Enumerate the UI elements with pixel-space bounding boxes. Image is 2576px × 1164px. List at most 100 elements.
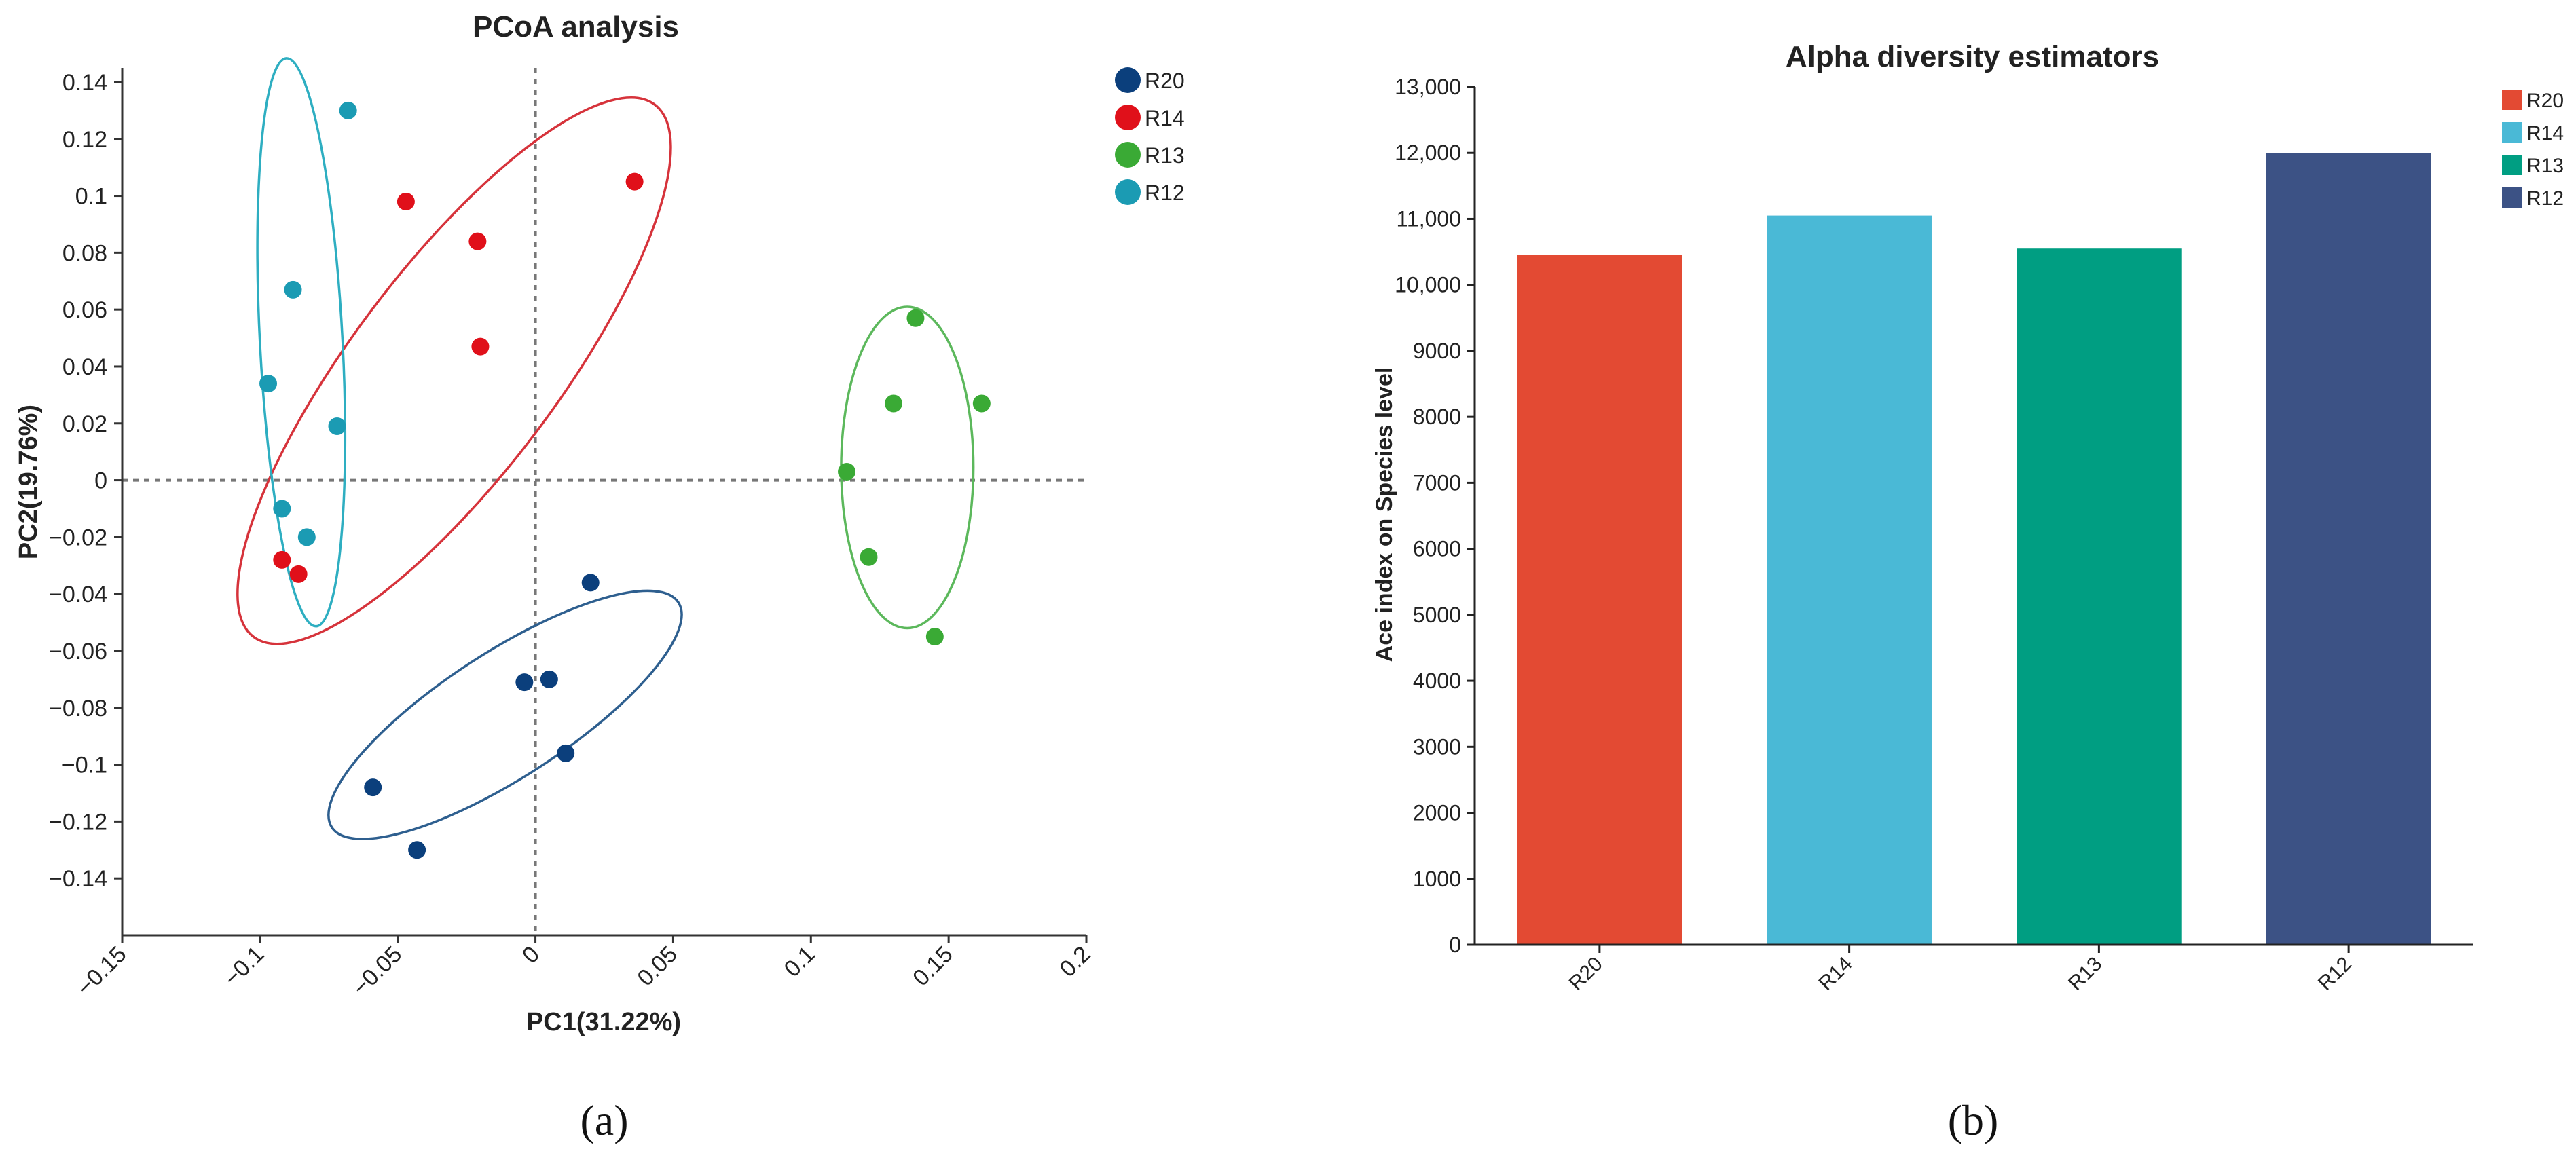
alpha-y-tick-label: 6000 [1413,537,1461,561]
pcoa-points [259,101,991,859]
pcoa-legend-swatch-r12 [1115,179,1141,205]
alpha-y-tick-label: 7000 [1413,470,1461,495]
caption-b: (b) [1948,1096,1999,1144]
pcoa-ellipse-r12 [256,57,347,628]
alpha-bar-r20 [1517,255,1682,945]
pcoa-y-tick-label: 0.02 [62,411,107,437]
pcoa-legend-label: R20 [1145,69,1185,93]
pcoa-ellipses [236,57,975,840]
pcoa-title: PCoA analysis [473,10,679,43]
pcoa-x-tick-label: 0.1 [779,941,820,982]
pcoa-point-r20 [581,574,600,592]
alpha-y-tick-label: 3000 [1413,734,1461,759]
pcoa-point-r13 [925,628,944,646]
alpha-title: Alpha diversity estimators [1786,40,2159,73]
pcoa-point-r13 [972,394,991,413]
alpha-y-tick-label: 4000 [1413,669,1461,693]
pcoa-point-r20 [408,841,426,859]
pcoa-legend-label: R14 [1145,106,1185,130]
pcoa-legend-swatch-r20 [1115,67,1141,93]
alpha-axes [1473,87,2473,946]
pcoa-y-tick-label: 0.1 [75,184,107,210]
pcoa-point-r12 [273,500,291,518]
pcoa-chart: PCoA analysis 0.14 0.12 0.1 0.08 0.06 0.04 0.0… [14,10,1185,1036]
pcoa-x-ticks: −0.15 −0.1 −0.05 0 0.05 0.1 0.15 0.2 [72,935,1096,1000]
pcoa-point-r14 [397,192,415,210]
pcoa-x-axis-label: PC1(31.22%) [526,1008,681,1036]
pcoa-y-tick-label: 0.14 [62,70,107,96]
alpha-bar-r14 [1767,215,1932,945]
alpha-y-tick-label: 5000 [1413,603,1461,627]
pcoa-point-r12 [328,417,346,435]
pcoa-x-tick-label: −0.1 [219,941,269,992]
pcoa-y-tick-label: 0.04 [62,354,107,380]
alpha-bar-r12 [2266,153,2431,945]
alpha-legend-label: R14 [2526,122,2564,145]
pcoa-point-r20 [540,670,558,688]
pcoa-ellipse-r20 [327,589,683,840]
pcoa-ellipse-r14 [236,96,672,645]
pcoa-y-tick-label: 0 [94,468,107,494]
pcoa-x-tick-label: 0 [517,941,545,969]
pcoa-point-r12 [259,375,278,393]
pcoa-point-r13 [860,548,878,566]
alpha-x-tick-label: R12 [2314,953,2356,995]
alpha-bar-r13 [2017,248,2182,945]
alpha-x-tick-label: R20 [1565,953,1607,995]
alpha-x-ticks: R20 R14 R13 R12 [1565,945,2356,995]
alpha-legend-swatch-r14 [2502,122,2522,143]
pcoa-legend-swatch-r13 [1115,142,1141,168]
alpha-y-axis-label: Ace index on Species level [1372,367,1397,662]
pcoa-point-r20 [557,744,575,762]
alpha-legend: R20 R14 R13 R12 [2502,90,2564,210]
alpha-y-tick-label: 1000 [1413,867,1461,891]
alpha-legend-swatch-r12 [2502,187,2522,208]
pcoa-point-r12 [339,101,357,119]
alpha-y-tick-label: 0 [1449,933,1461,957]
alpha-y-tick-label: 10,000 [1395,273,1461,297]
pcoa-y-tick-label: 0.12 [62,127,107,153]
pcoa-x-tick-label: −0.15 [72,941,132,1001]
pcoa-legend-label: R13 [1145,143,1185,168]
alpha-y-tick-label: 12,000 [1395,140,1461,165]
alpha-legend-swatch-r20 [2502,90,2522,110]
pcoa-point-r13 [906,309,925,327]
pcoa-point-r12 [284,280,302,299]
alpha-y-tick-label: 13,000 [1395,75,1461,99]
pcoa-y-ticks: 0.14 0.12 0.1 0.08 0.06 0.04 0.02 0 −0.02 −0.04 −0… [49,70,122,892]
pcoa-y-tick-label: −0.08 [49,696,107,721]
pcoa-x-tick-label: 0.2 [1054,941,1095,982]
pcoa-point-r14 [471,337,490,356]
alpha-chart: Alpha diversity estimators 0 1000 2000 3000… [1372,40,2564,995]
pcoa-x-tick-label: 0.05 [632,941,682,992]
pcoa-point-r13 [885,394,902,413]
alpha-legend-label: R13 [2526,155,2564,177]
alpha-y-tick-label: 2000 [1413,801,1461,825]
pcoa-point-r14 [468,232,487,250]
pcoa-y-tick-label: 0.06 [62,297,107,323]
alpha-y-tick-label: 8000 [1413,405,1461,429]
pcoa-reference-lines [122,68,1086,935]
pcoa-legend-swatch-r14 [1115,105,1141,130]
alpha-y-tick-label: 9000 [1413,339,1461,363]
alpha-y-ticks: 0 1000 2000 3000 4000 5000 6000 7000 8000 9000 10,… [1395,75,1475,957]
pcoa-ellipse-r13 [840,305,975,630]
pcoa-legend: R20 R14 R13 R12 [1115,67,1185,205]
alpha-legend-swatch-r13 [2502,155,2522,175]
pcoa-axes [121,68,1086,937]
pcoa-legend-label: R12 [1145,181,1185,205]
pcoa-y-tick-label: −0.02 [49,525,107,550]
alpha-x-tick-label: R14 [1814,953,1856,995]
pcoa-x-tick-label: 0.15 [908,941,958,992]
alpha-legend-label: R12 [2526,187,2564,210]
alpha-x-tick-label: R13 [2064,953,2106,995]
pcoa-y-tick-label: −0.04 [49,582,107,607]
pcoa-point-r14 [625,172,644,191]
alpha-bars [1517,153,2431,945]
pcoa-point-r20 [364,778,382,797]
pcoa-y-tick-label: −0.14 [49,866,107,892]
pcoa-point-r20 [515,673,534,692]
pcoa-point-r12 [297,528,316,546]
pcoa-point-r14 [289,565,308,583]
